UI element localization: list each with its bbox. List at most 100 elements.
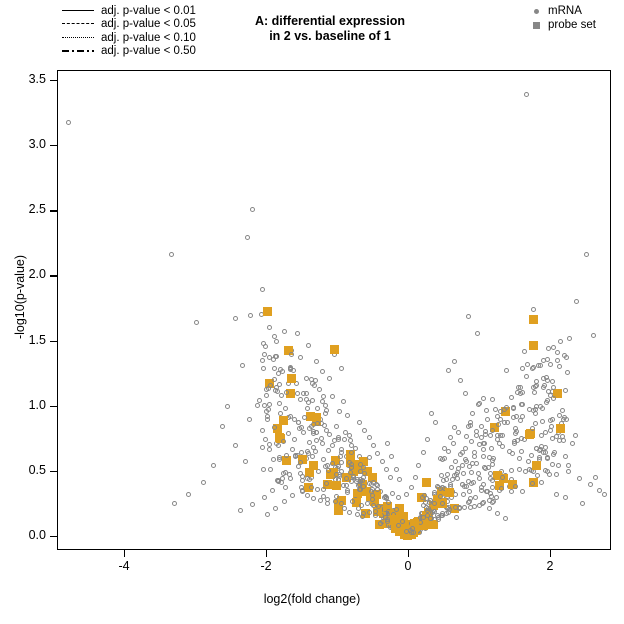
mrna-point xyxy=(341,399,346,404)
pvalue-legend-item: adj. p-value < 0.01 xyxy=(62,4,196,18)
mrna-point xyxy=(511,406,516,411)
x-tick xyxy=(124,550,125,557)
mrna-point xyxy=(270,488,275,493)
mrna-point xyxy=(262,403,267,408)
mrna-point xyxy=(573,433,578,438)
mrna-point xyxy=(560,408,565,413)
mrna-point xyxy=(396,495,401,500)
mrna-point xyxy=(563,454,568,459)
mrna-point xyxy=(255,403,260,408)
y-tick-label: 0.5 xyxy=(4,463,46,477)
mrna-point xyxy=(466,314,471,319)
mrna-point xyxy=(342,506,347,511)
y-tick xyxy=(50,145,57,146)
mrna-point xyxy=(548,362,553,367)
probe-set-point xyxy=(532,461,541,470)
mrna-point xyxy=(282,499,287,504)
mrna-point xyxy=(66,120,71,125)
mrna-point xyxy=(186,492,191,497)
mrna-point xyxy=(564,355,569,360)
mrna-point xyxy=(292,437,297,442)
mrna-point xyxy=(491,499,496,504)
x-tick-label: 2 xyxy=(530,559,570,573)
mrna-point xyxy=(499,486,504,491)
mrna-point xyxy=(446,449,451,454)
mrna-point xyxy=(301,430,306,435)
mrna-point xyxy=(523,469,528,474)
mrna-point xyxy=(561,438,566,443)
mrna-point xyxy=(510,451,515,456)
mrna-point xyxy=(539,480,544,485)
mrna-point xyxy=(515,438,520,443)
mrna-point xyxy=(265,414,270,419)
mrna-point xyxy=(550,379,555,384)
mrna-point xyxy=(320,441,325,446)
mrna-point xyxy=(500,444,505,449)
mrna-point xyxy=(449,465,454,470)
mrna-point xyxy=(461,471,466,476)
probe-set-point xyxy=(332,481,341,490)
mrna-point xyxy=(462,484,467,489)
mrna-point xyxy=(263,437,268,442)
plot-area xyxy=(57,70,611,550)
mrna-point xyxy=(277,457,282,462)
pvalue-legend-label: adj. p-value < 0.01 xyxy=(101,5,196,17)
mrna-point xyxy=(289,352,294,357)
mrna-point xyxy=(385,441,390,446)
mrna-point xyxy=(357,420,362,425)
y-tick-label: 0.0 xyxy=(4,528,46,542)
mrna-point xyxy=(349,479,354,484)
mrna-point xyxy=(565,370,570,375)
mrna-point xyxy=(339,366,344,371)
mrna-point xyxy=(453,459,458,464)
mrna-point xyxy=(481,482,486,487)
mrna-point xyxy=(479,435,484,440)
mrna-point xyxy=(404,529,409,534)
probe-set-point xyxy=(445,488,454,497)
mrna-point xyxy=(588,482,593,487)
mrna-point xyxy=(326,448,331,453)
mrna-point xyxy=(321,394,326,399)
mrna-point xyxy=(482,441,487,446)
mrna-point xyxy=(442,446,447,451)
mrna-point xyxy=(563,495,568,500)
mrna-point xyxy=(290,493,295,498)
mrna-point xyxy=(361,484,366,489)
line-style-swatch-dash xyxy=(62,18,94,30)
mrna-point xyxy=(283,485,288,490)
mrna-point xyxy=(278,411,283,416)
mrna-point xyxy=(461,492,466,497)
y-tick-label: 3.0 xyxy=(4,137,46,151)
mrna-point xyxy=(333,499,338,504)
mrna-point xyxy=(462,505,467,510)
mrna-point xyxy=(315,487,320,492)
probe-set-point xyxy=(279,416,288,425)
x-tick-label: -2 xyxy=(246,559,286,573)
mrna-point xyxy=(463,457,468,462)
mrna-point xyxy=(345,488,350,493)
mrna-point xyxy=(233,443,238,448)
mrna-point xyxy=(505,420,510,425)
mrna-point xyxy=(513,484,518,489)
mrna-point xyxy=(334,424,339,429)
mrna-point xyxy=(250,502,255,507)
mrna-point xyxy=(467,464,472,469)
mrna-point xyxy=(424,496,429,501)
y-tick-label: 1.5 xyxy=(4,333,46,347)
mrna-point xyxy=(469,439,474,444)
pvalue-legend-item: adj. p-value < 0.50 xyxy=(62,45,196,59)
x-axis-label: log2(fold change) xyxy=(0,592,624,606)
mrna-point xyxy=(504,368,509,373)
mrna-point xyxy=(518,418,523,423)
y-tick-label: 3.5 xyxy=(4,72,46,86)
mrna-point xyxy=(428,516,433,521)
mrna-point xyxy=(526,459,531,464)
mrna-point xyxy=(471,480,476,485)
mrna-point xyxy=(225,404,230,409)
mrna-point xyxy=(194,320,199,325)
mrna-point xyxy=(421,450,426,455)
mrna-point xyxy=(446,368,451,373)
mrna-point xyxy=(463,391,468,396)
probe-set-point xyxy=(529,341,538,350)
mrna-point xyxy=(274,339,279,344)
